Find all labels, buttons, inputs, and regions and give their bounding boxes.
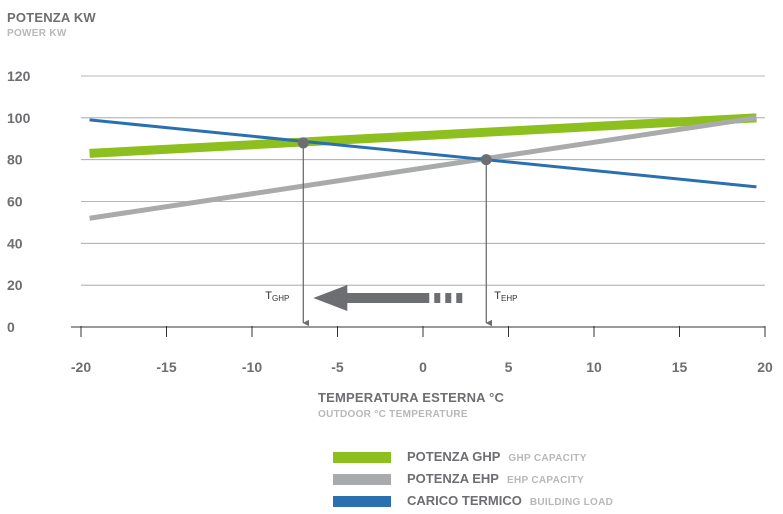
annotation-label-ghp: TGHP (265, 290, 289, 303)
legend-sublabel-ehp: EHP CAPACITY (506, 475, 585, 486)
legend-label-ghp: POTENZA GHP (407, 449, 501, 464)
series-line-load (89, 118, 757, 189)
x-tick-label-10: 10 (586, 359, 602, 375)
y-tick-label-80: 80 (7, 152, 23, 168)
annotation-label-ehp: TEHP (494, 290, 517, 303)
y-tick-label-40: 40 (7, 235, 23, 251)
shift-arrow-dash-3 (456, 293, 463, 303)
legend-sublabel-load: BUILDING LOAD (529, 497, 614, 508)
shift-arrow-dash-2 (445, 293, 452, 303)
shift-arrow-dash-1 (434, 293, 441, 303)
series-line-ehp (89, 115, 757, 221)
series-line-ghp (89, 113, 757, 158)
y-tick-label-0: 0 (7, 319, 15, 335)
x-axis-title: TEMPERATURA ESTERNA °C (318, 390, 505, 405)
x-tick-label-15: 15 (672, 359, 688, 375)
legend-swatch-load (333, 496, 391, 507)
legend-swatch-ehp (333, 474, 391, 485)
y-tick-label-120: 120 (7, 68, 31, 84)
x-tick-label-0: 0 (419, 359, 427, 375)
x-tick-label--15: -15 (156, 359, 176, 375)
x-axis-subtitle: OUTDOOR °C TEMPERATURE (318, 409, 468, 420)
x-tick-label--10: -10 (242, 359, 262, 375)
intersection-point-ehp (480, 154, 492, 166)
legend-label-ehp: POTENZA EHP (407, 471, 499, 486)
legend-swatch-ghp (333, 452, 391, 463)
y-tick-label-60: 60 (7, 194, 23, 210)
intersection-point-ghp (297, 137, 309, 149)
x-tick-label--5: -5 (331, 359, 344, 375)
x-tick-label-5: 5 (505, 359, 513, 375)
shift-arrow-head (313, 285, 348, 311)
y-axis-title: POTENZA KW (7, 10, 96, 25)
legend-sublabel-ghp: GHP CAPACITY (508, 453, 587, 464)
y-tick-label-100: 100 (7, 110, 31, 126)
y-tick-label-20: 20 (7, 277, 23, 293)
x-tick-label--20: -20 (71, 359, 91, 375)
legend-label-load: CARICO TERMICO (407, 493, 522, 508)
shift-arrow-shaft (346, 293, 430, 303)
x-tick-label-20: 20 (757, 359, 773, 375)
y-axis-subtitle: POWER KW (7, 28, 67, 39)
